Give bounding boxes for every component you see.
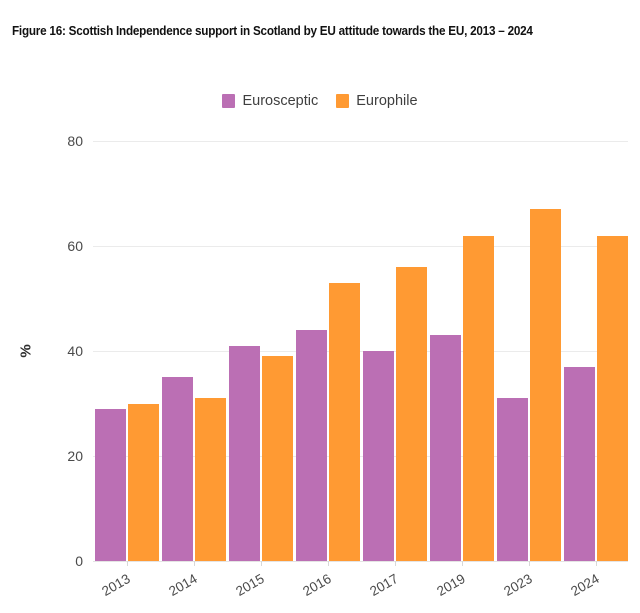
y-tick-label-80: 80 — [67, 133, 83, 149]
legend-label-europhile: Europhile — [356, 93, 418, 109]
bar-eurosceptic-2019[interactable] — [429, 335, 461, 561]
x-tick-mark-2024 — [595, 561, 597, 566]
bar-eurosceptic-2024[interactable] — [563, 366, 595, 561]
bar-group-2024 — [563, 141, 628, 561]
y-tick-label-60: 60 — [67, 238, 83, 254]
bar-group-2017 — [362, 141, 427, 561]
bar-europhile-2017[interactable] — [395, 267, 427, 561]
x-axis-tick-labels: 2013 2014 2015 2016 2017 2019 2023 2024 — [93, 561, 628, 613]
gridline-60 — [93, 246, 628, 247]
bar-eurosceptic-2014[interactable] — [162, 377, 194, 561]
bar-group-2014 — [162, 141, 227, 561]
bar-europhile-2024[interactable] — [596, 235, 628, 561]
gridline-80 — [93, 141, 628, 142]
x-tick-label-2014: 2014 — [166, 571, 201, 600]
bar-europhile-2013[interactable] — [128, 403, 160, 561]
x-tick-mark-2015 — [261, 561, 263, 566]
x-tick-label-2016: 2016 — [300, 571, 334, 600]
gridline-40 — [93, 351, 628, 352]
x-tick-mark-2017 — [394, 561, 396, 566]
bar-group-2015 — [229, 141, 294, 561]
bar-europhile-2019[interactable] — [462, 235, 494, 561]
y-tick-label-20: 20 — [67, 448, 83, 464]
x-tick-label-2013: 2013 — [99, 571, 134, 600]
legend-swatch-europhile — [336, 94, 350, 109]
x-tick-mark-2014 — [194, 561, 196, 566]
bar-eurosceptic-2023[interactable] — [496, 398, 528, 561]
bar-eurosceptic-2016[interactable] — [296, 330, 328, 561]
bar-europhile-2015[interactable] — [262, 356, 294, 561]
x-tick-label-2017: 2017 — [367, 571, 401, 600]
x-tick-label-2019: 2019 — [434, 571, 468, 600]
bar-group-2019 — [429, 141, 494, 561]
bar-europhile-2014[interactable] — [195, 398, 227, 561]
bar-eurosceptic-2015[interactable] — [229, 345, 261, 561]
y-axis-tick-labels: 0 20 40 60 80 — [17, 0, 83, 613]
x-tick-label-2023: 2023 — [500, 571, 535, 600]
gridline-0 — [93, 561, 628, 562]
gridline-20 — [93, 456, 628, 457]
legend-item-europhile[interactable]: Europhile — [336, 93, 418, 109]
x-tick-mark-2013 — [127, 561, 129, 566]
x-tick-label-2015: 2015 — [233, 571, 267, 600]
chart-title: Figure 16: Scottish Independence support… — [12, 24, 533, 38]
x-tick-mark-2019 — [461, 561, 463, 566]
bar-group-2023 — [496, 141, 561, 561]
bar-eurosceptic-2013[interactable] — [95, 408, 127, 561]
x-tick-label-2024: 2024 — [567, 571, 602, 600]
y-tick-label-40: 40 — [67, 343, 83, 359]
legend-swatch-eurosceptic — [222, 94, 236, 109]
y-tick-label-0: 0 — [75, 553, 83, 569]
bar-group-2013 — [95, 141, 160, 561]
x-tick-mark-2023 — [528, 561, 530, 566]
plot-area — [93, 141, 628, 562]
bar-group-2016 — [296, 141, 361, 561]
legend-item-eurosceptic[interactable]: Eurosceptic — [222, 94, 318, 109]
bar-eurosceptic-2017[interactable] — [362, 351, 394, 561]
legend-label-eurosceptic: Eurosceptic — [242, 93, 319, 109]
x-tick-mark-2016 — [328, 561, 330, 566]
bar-europhile-2016[interactable] — [329, 282, 361, 561]
bar-europhile-2023[interactable] — [529, 209, 561, 561]
chart-legend: Eurosceptic Europhile — [0, 94, 640, 109]
